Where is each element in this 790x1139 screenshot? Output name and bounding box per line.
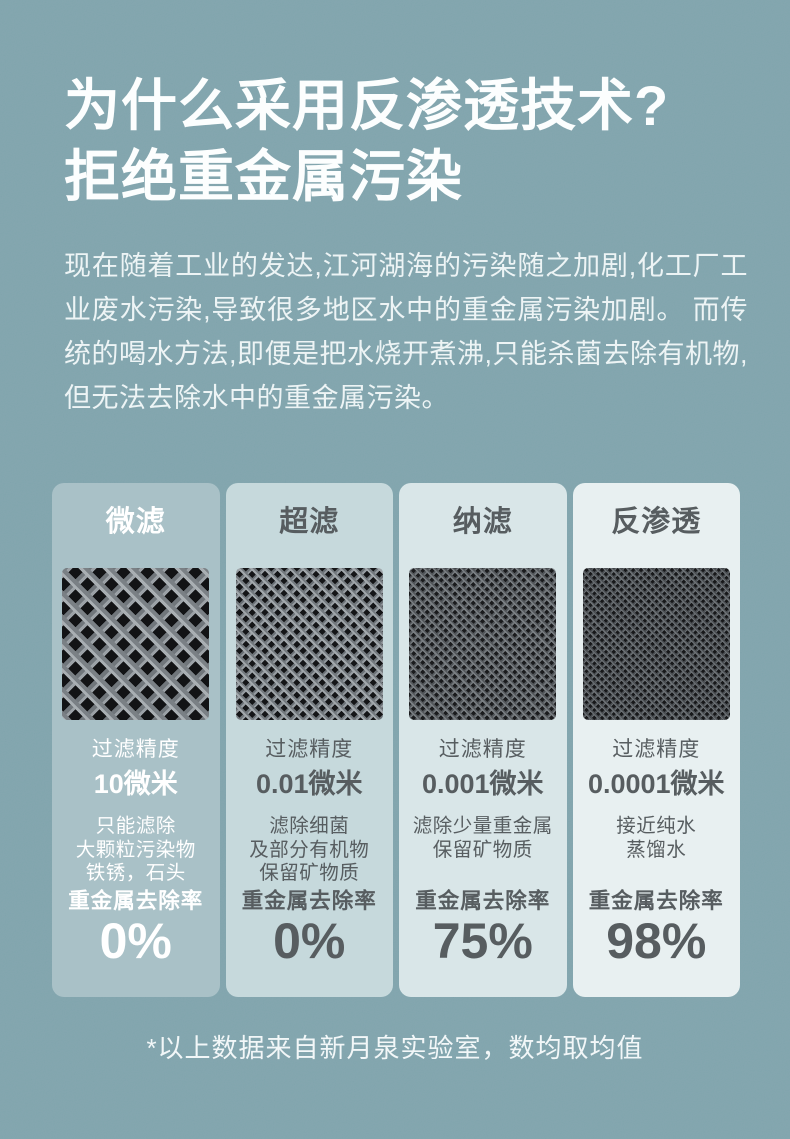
footnote: *以上数据来自新月泉实验室，数均取均值 xyxy=(146,1033,644,1063)
description-line: 滤除少量重金属 xyxy=(412,815,553,837)
filter-card-ultrafiltration: 超滤 过滤精度 0.01微米 滤除细菌 及部分有机物 保留矿物质 重金属去除率 … xyxy=(225,483,393,997)
precision-value: 10微米 xyxy=(93,769,178,799)
page-title-line-2: 拒绝重金属污染 xyxy=(64,145,463,208)
filter-card-nanofiltration: 纳滤 过滤精度 0.001微米 滤除少量重金属 保留矿物质 重金属去除率 75% xyxy=(399,483,567,997)
page-title: 为什么采用反渗透技术? 拒绝重金属污染 xyxy=(64,70,669,212)
removal-rate-label: 重金属去除率 xyxy=(415,889,551,913)
description-line: 及部分有机物 xyxy=(249,838,370,861)
page-title-line-1: 为什么采用反渗透技术? xyxy=(64,74,670,137)
woven-mesh-ultra-fine-image xyxy=(582,568,730,720)
intro-paragraph: 现在随着工业的发达,江河湖海的污染随之加剧,化工厂工业废水污染,导致很多地区水中… xyxy=(64,251,749,413)
description-line: 滤除细菌 xyxy=(269,815,350,837)
description-line: 大颗粒污染物 xyxy=(75,838,196,861)
removal-rate-value: 0% xyxy=(99,913,172,969)
card-description: 滤除细菌 及部分有机物 保留矿物质 xyxy=(249,815,369,886)
description-line: 保留矿物质 xyxy=(432,838,533,861)
removal-rate-label: 重金属去除率 xyxy=(588,889,724,913)
woven-mesh-coarse-image xyxy=(62,568,210,720)
description-line: 蒸馏水 xyxy=(626,838,687,861)
precision-value: 0.01微米 xyxy=(255,769,363,799)
card-title: 纳滤 xyxy=(452,506,513,538)
description-line: 保留矿物质 xyxy=(259,862,360,884)
removal-rate-value: 75% xyxy=(432,913,533,969)
description-line: 铁锈，石头 xyxy=(85,862,186,884)
filter-card-microfiltration: 微滤 过滤精度 10微米 只能滤除 大颗粒污染物 铁锈，石头 重金属去除率 0% xyxy=(52,483,220,997)
card-description: 滤除少量重金属 保留矿物质 xyxy=(413,815,553,862)
card-description: 接近纯水 蒸馏水 xyxy=(616,815,696,862)
description-line: 接近纯水 xyxy=(616,815,697,837)
description-line: 只能滤除 xyxy=(95,815,176,837)
card-title: 超滤 xyxy=(279,506,340,538)
precision-label: 过滤精度 xyxy=(265,738,354,761)
removal-rate-value: 0% xyxy=(273,913,346,969)
removal-rate-value: 98% xyxy=(606,913,707,969)
precision-label: 过滤精度 xyxy=(438,738,527,761)
woven-mesh-fine-image xyxy=(235,568,383,720)
woven-mesh-very-fine-image xyxy=(409,568,557,720)
removal-rate-label: 重金属去除率 xyxy=(241,889,377,913)
precision-value: 0.0001微米 xyxy=(587,769,725,799)
card-title: 反渗透 xyxy=(611,506,702,538)
precision-label: 过滤精度 xyxy=(91,738,180,761)
removal-rate-label: 重金属去除率 xyxy=(68,889,204,913)
precision-value: 0.001微米 xyxy=(421,769,544,799)
card-description: 只能滤除 大颗粒污染物 铁锈，石头 xyxy=(76,815,196,886)
card-title: 微滤 xyxy=(105,506,166,538)
filter-comparison-cards: 微滤 过滤精度 10微米 只能滤除 大颗粒污染物 铁锈，石头 重金属去除率 0%… xyxy=(52,483,740,997)
precision-label: 过滤精度 xyxy=(612,738,701,761)
filter-card-reverse-osmosis: 反渗透 过滤精度 0.0001微米 接近纯水 蒸馏水 重金属去除率 98% xyxy=(572,483,740,997)
